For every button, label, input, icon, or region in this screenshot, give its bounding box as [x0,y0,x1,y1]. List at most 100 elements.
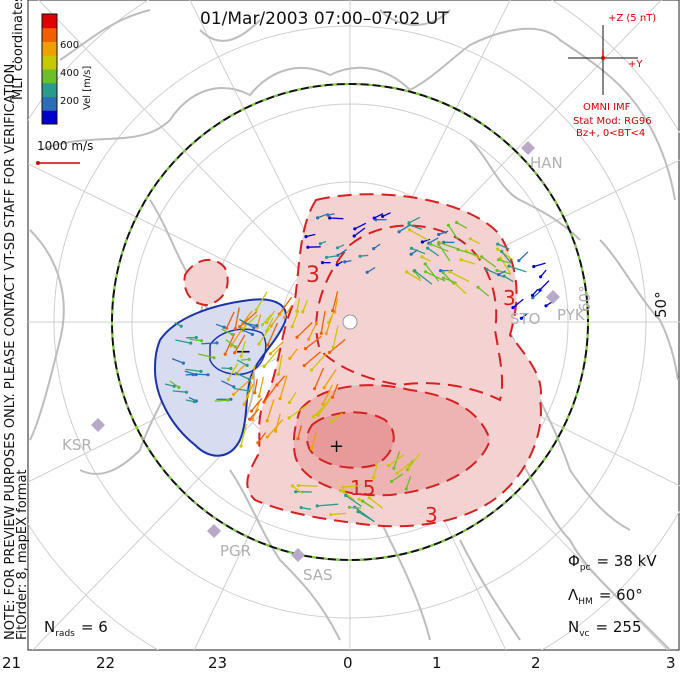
negative-convection-cell [153,298,287,457]
velocity-vector [302,299,308,313]
plot-frame [27,0,680,651]
velocity-vector-origin [397,230,401,234]
velocity-vector-origin [408,228,412,232]
velocity-vector [408,224,423,231]
velocity-vector [421,256,432,262]
velocity-vector-origin [296,437,300,441]
velocity-vector-origin [309,368,314,372]
velocity-vector [311,353,327,371]
station-label-sas: SAS [303,566,333,584]
colorbar-step [42,96,57,111]
velocity-vector-origin [530,293,535,297]
velocity-vector-origin [199,339,204,343]
velocity-vector [221,380,235,388]
contour-label: 3 [425,503,438,527]
velocity-vector-origin [341,489,345,493]
velocity-vector-origin [274,429,278,433]
velocity-vector-origin [246,389,251,393]
velocity-vector-origin [250,376,254,380]
velocity-vector [276,375,286,386]
velocity-vector-origin [441,276,446,280]
velocity-vector [323,369,337,388]
station-marker-ksr [91,418,105,432]
velocity-vector-origin [496,242,500,246]
velocity-vector-origin [226,378,230,382]
velocity-vector-origin [247,377,252,381]
velocity-vector [249,408,260,420]
velocity-vector [362,500,374,509]
velocity-vector [310,431,317,449]
velocity-vector-origin [230,332,234,336]
velocity-vector-origin [282,315,286,319]
velocity-vector [233,387,249,392]
velocity-vector-origin [335,263,339,267]
velocity-vector [235,364,246,374]
velocity-vector-origin [485,267,489,272]
velocity-vector [270,309,284,327]
velocity-vector [274,413,281,432]
velocity-vector-origin [199,369,203,373]
velocity-vector [308,320,319,340]
velocity-vector-origin [226,398,230,402]
velocity-vector [226,311,235,329]
velocity-vector [257,432,267,444]
velocity-vector-origin [266,343,270,347]
velocity-vector-origin [172,384,176,388]
velocity-vector [330,512,347,516]
mlt-tick: 22 [96,654,115,672]
velocity-vector-origin [499,256,503,260]
velocity-vector-origin [404,487,408,491]
plus-marker: + [329,436,344,457]
velocity-vector [332,325,339,348]
velocity-vector-origin [361,499,365,503]
station-label-sto: STO [510,310,541,328]
velocity-vector [337,249,348,256]
velocity-vector-origin [299,506,303,510]
velocity-vector [481,256,497,268]
velocity-vector-origin [339,489,343,493]
velocity-vector [539,280,550,291]
velocity-vector-origin [252,326,256,330]
velocity-vector-origin [507,264,511,268]
velocity-vector-origin [269,324,273,328]
velocity-vector-origin [249,409,253,413]
velocity-vector-origin [313,387,317,391]
radar-stations: HAN STO PYK KSR PGR SAS [62,141,586,584]
velocity-vector-origin [497,273,501,277]
velocity-vector [334,298,339,313]
velocity-vector-origin [238,325,242,329]
imf-y-label: +Y [628,59,643,70]
velocity-vector-origin [315,504,319,508]
velocity-vector [267,322,279,346]
velocity-vector [317,503,339,507]
velocity-vector-origin [424,270,428,274]
velocity-vector [477,286,490,297]
velocity-vector [261,314,272,326]
velocity-vector-origin [331,345,335,349]
velocity-vector [457,248,479,257]
velocity-vector-origin [311,415,315,419]
velocity-vector [303,351,322,366]
station-marker-pyk [546,290,560,304]
velocity-vector-origin [287,400,292,405]
station-marker-pgr [207,524,221,538]
mlt-tick: 3 [666,654,676,672]
velocity-vector-origin [318,242,322,246]
velocity-vector-origin [242,402,246,406]
mlt-tick: 23 [208,654,227,672]
velocity-vector [239,311,258,328]
contour-label: 3 [306,263,320,288]
velocity-vector-origin [532,264,536,269]
velocity-vector-origin [306,245,310,249]
velocity-vector [291,310,300,327]
velocity-vector-origin [247,357,251,361]
velocity-vector-origin [296,483,300,488]
velocity-vector-origin [328,216,332,220]
velocity-vector [263,384,278,403]
velocity-vector-origin [544,304,548,308]
velocity-vector-origin [233,351,237,355]
velocity-vector-origin [413,269,417,273]
velocity-vector [438,243,451,262]
velocity-vector [201,342,217,345]
